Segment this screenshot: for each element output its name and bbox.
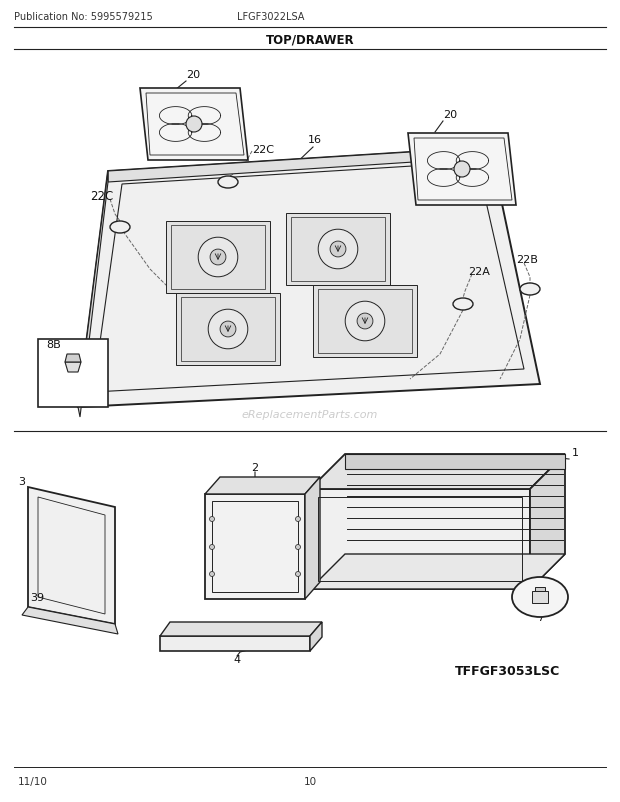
Circle shape [296,516,301,522]
Polygon shape [530,455,565,589]
Polygon shape [22,607,118,634]
Polygon shape [166,221,270,294]
Text: 16: 16 [308,135,322,145]
Circle shape [220,322,236,338]
Text: LFGF3022LSA: LFGF3022LSA [237,12,304,22]
Text: 1: 1 [572,448,579,457]
Text: 7: 7 [537,612,543,622]
Polygon shape [310,622,322,651]
Polygon shape [160,636,310,651]
Text: 22A: 22A [468,267,490,277]
Polygon shape [205,494,305,599]
Polygon shape [532,591,548,603]
Circle shape [210,572,215,577]
Circle shape [210,249,226,265]
Text: 22C: 22C [90,190,113,203]
Text: 20: 20 [186,70,200,80]
Polygon shape [108,148,490,183]
Polygon shape [176,294,280,366]
Polygon shape [310,489,530,589]
Circle shape [318,230,358,269]
Polygon shape [65,363,81,373]
Polygon shape [305,477,320,599]
Ellipse shape [218,176,238,188]
Polygon shape [140,89,248,160]
Ellipse shape [520,284,540,296]
Polygon shape [535,587,545,591]
Circle shape [454,162,470,178]
Ellipse shape [453,298,473,310]
Circle shape [210,545,215,550]
Polygon shape [310,554,565,589]
Polygon shape [160,622,322,636]
Polygon shape [286,214,390,286]
Text: eReplacementParts.com: eReplacementParts.com [242,410,378,419]
Polygon shape [345,455,565,469]
Polygon shape [310,455,565,489]
Circle shape [330,241,346,257]
Polygon shape [408,134,516,206]
Ellipse shape [512,577,568,618]
Text: 3: 3 [18,476,25,486]
FancyBboxPatch shape [38,339,108,407]
Polygon shape [205,477,320,494]
Circle shape [296,572,301,577]
Text: 8B: 8B [46,339,61,350]
Polygon shape [313,286,417,358]
Text: 11/10: 11/10 [18,776,48,786]
Circle shape [208,310,248,350]
Circle shape [198,238,238,277]
Circle shape [357,314,373,330]
Polygon shape [28,488,115,624]
Ellipse shape [110,221,130,233]
Polygon shape [78,172,108,418]
Circle shape [186,117,202,133]
Text: 39: 39 [30,592,44,602]
Text: 2: 2 [252,463,259,472]
Circle shape [210,516,215,522]
Text: 22B: 22B [516,255,538,265]
Text: Publication No: 5995579215: Publication No: 5995579215 [14,12,153,22]
Polygon shape [65,354,81,363]
Text: 10: 10 [303,776,317,786]
Text: TFFGF3053LSC: TFFGF3053LSC [455,665,560,678]
Text: TOP/DRAWER: TOP/DRAWER [266,34,354,47]
Circle shape [345,302,385,342]
Text: 22C: 22C [252,145,274,155]
Text: 20: 20 [443,110,457,119]
Text: 4: 4 [234,654,241,664]
Circle shape [296,545,301,550]
Polygon shape [78,148,540,407]
